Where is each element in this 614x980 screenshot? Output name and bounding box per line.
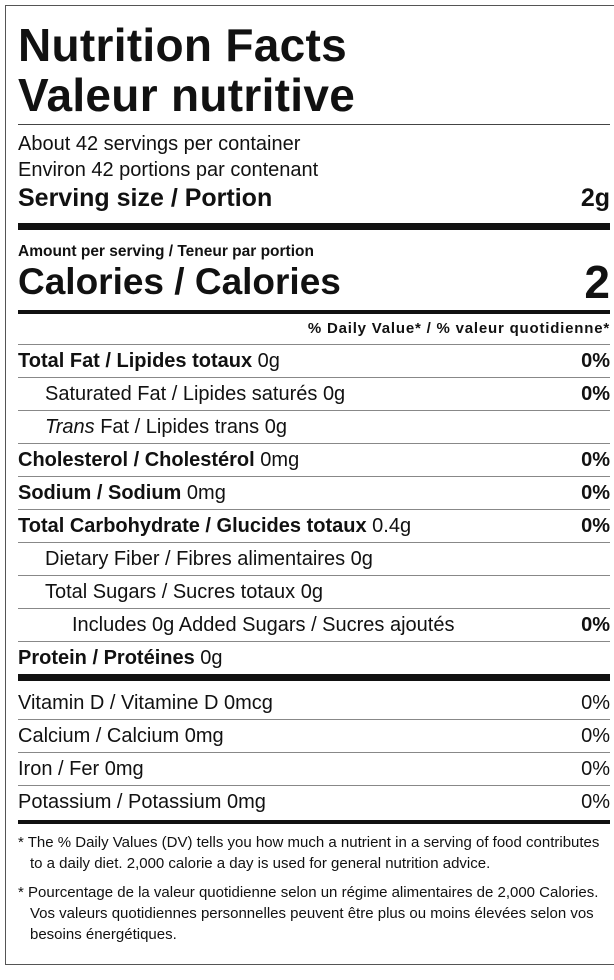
- nutrient-label: Total Carbohydrate / Glucides totaux: [18, 514, 367, 537]
- nutrition-label: Nutrition Facts Valeur nutritive About 4…: [5, 5, 614, 965]
- nutrient-row: Total Carbohydrate / Glucides totaux 0.4…: [18, 509, 610, 542]
- vitamin-label: Calcium / Calcium 0mg: [18, 724, 224, 747]
- nutrient-row: Trans Fat / Lipides trans 0g: [18, 410, 610, 443]
- nutrient-label: Protein / Protéines: [18, 646, 195, 669]
- vitamin-dv: 0%: [581, 757, 610, 780]
- servings-line: About 42 servings per container: [18, 133, 301, 155]
- footnote: * Pourcentage de la valeur quotidienne s…: [18, 884, 599, 943]
- footnote: * The % Daily Values (DV) tells you how …: [18, 834, 600, 872]
- nutrient-row: Includes 0g Added Sugars / Sucres ajouté…: [18, 608, 610, 641]
- nutrient-name: Dietary Fiber / Fibres alimentaires 0g: [18, 548, 373, 571]
- nutrient-row: Protein / Protéines 0g: [18, 641, 610, 674]
- nutrient-dv: 0%: [581, 613, 610, 636]
- nutrient-label: Total Fat / Lipides totaux: [18, 349, 253, 372]
- nutrient-name: Total Fat / Lipides totaux 0g: [18, 350, 280, 373]
- serving-size: Serving size / Portion 2g: [18, 183, 610, 223]
- title-line: Valeur nutritive: [18, 69, 356, 121]
- nutrient-row: Total Fat / Lipides totaux 0g 0%: [18, 344, 610, 377]
- vitamin-dv: 0%: [581, 724, 610, 747]
- nutrient-row: Total Sugars / Sucres totaux 0g: [18, 575, 610, 608]
- nutrient-amount: 0.4g: [372, 514, 412, 537]
- nutrient-amount: 0g: [257, 349, 280, 372]
- servings-line: Environ 42 portions par contenant: [18, 159, 319, 181]
- nutrient-row: Dietary Fiber / Fibres alimentaires 0g: [18, 542, 610, 575]
- calories-label: Calories / Calories: [18, 261, 341, 302]
- nutrient-label: Sodium / Sodium: [18, 481, 182, 504]
- dv-header: % Daily Value* / % valeur quotidienne*: [307, 320, 610, 337]
- nutrient-italic: Trans: [45, 415, 95, 438]
- medium-rule: [18, 820, 610, 824]
- nutrient-amount: 0g: [264, 415, 287, 438]
- nutrient-amount: 0g: [300, 580, 323, 603]
- vitamin-label: Potassium / Potassium 0mg: [18, 790, 266, 813]
- nutrient-name: Trans Fat / Lipides trans 0g: [18, 416, 287, 439]
- vitamin-row: Iron / Fer 0mg 0%: [18, 752, 610, 785]
- nutrient-row: Saturated Fat / Lipides saturés 0g 0%: [18, 377, 610, 410]
- amount-per-serving: Amount per serving / Teneur par portion: [18, 243, 314, 260]
- nutrient-amount: 0mg: [260, 448, 300, 471]
- serving-size-label: Serving size / Portion: [18, 184, 273, 212]
- nutrients: Total Fat / Lipides totaux 0g 0% Saturated…: [18, 344, 610, 674]
- nutrient-dv: 0%: [581, 481, 610, 504]
- nutrient-amount: 0g: [200, 646, 223, 669]
- medium-rule: [18, 310, 610, 314]
- nutrient-name: Total Carbohydrate / Glucides totaux 0.4…: [18, 515, 411, 538]
- nutrient-label: Cholesterol / Cholestérol: [18, 448, 255, 471]
- nutrient-dv: 0%: [581, 448, 610, 471]
- nutrient-name: Includes 0g Added Sugars / Sucres ajouté…: [18, 614, 454, 637]
- nutrient-dv: 0%: [581, 514, 610, 537]
- serving-size-value: 2g: [580, 184, 610, 212]
- footnotes: * The % Daily Values (DV) tells you how …: [18, 824, 610, 945]
- nutrient-name: Total Sugars / Sucres totaux 0g: [18, 581, 323, 604]
- nutrient-amount: 0g: [350, 547, 373, 570]
- vitamin-label: Vitamin D / Vitamine D 0mcg: [18, 691, 273, 714]
- vitamin-dv: 0%: [581, 691, 610, 714]
- vitamins: Vitamin D / Vitamine D 0mcg 0% Calcium / C…: [18, 681, 610, 820]
- thick-rule: [18, 674, 610, 681]
- nutrient-label: Dietary Fiber / Fibres alimentaires: [45, 547, 346, 570]
- nutrient-label: Fat / Lipides trans: [100, 415, 260, 438]
- thick-rule: [18, 223, 610, 230]
- nutrient-amount: 0g: [322, 382, 346, 405]
- rule: [18, 124, 610, 125]
- vitamin-label: Iron / Fer 0mg: [18, 757, 144, 780]
- title-line: Nutrition Facts: [18, 19, 348, 71]
- nutrient-amount: 0mg: [186, 481, 226, 504]
- vitamin-row: Vitamin D / Vitamine D 0mcg 0%: [18, 687, 610, 719]
- nutrient-row: Sodium / Sodium 0mg 0%: [18, 476, 610, 509]
- nutrient-label: Saturated Fat / Lipides saturés: [45, 382, 318, 405]
- nutrient-name: Saturated Fat / Lipides saturés 0g: [18, 383, 345, 406]
- nutrient-name: Protein / Protéines 0g: [18, 647, 223, 670]
- nutrient-dv: 0%: [581, 382, 610, 405]
- vitamin-row: Potassium / Potassium 0mg 0%: [18, 785, 610, 818]
- calories-value: 2: [584, 256, 610, 308]
- nutrient-label: Includes 0g Added Sugars / Sucres ajouté…: [72, 613, 455, 636]
- nutrient-label: Total Sugars / Sucres totaux: [45, 580, 296, 603]
- calories: Calories / Calories 2: [18, 256, 610, 310]
- nutrient-name: Cholesterol / Cholestérol 0mg: [18, 449, 299, 472]
- vitamin-row: Calcium / Calcium 0mg 0%: [18, 719, 610, 752]
- nutrient-name: Sodium / Sodium 0mg: [18, 482, 226, 505]
- nutrient-row: Cholesterol / Cholestérol 0mg 0%: [18, 443, 610, 476]
- vitamin-dv: 0%: [581, 790, 610, 813]
- title: Nutrition Facts Valeur nutritive: [18, 6, 610, 124]
- nutrient-dv: 0%: [581, 349, 610, 372]
- servings: About 42 servings per container Environ …: [18, 125, 610, 183]
